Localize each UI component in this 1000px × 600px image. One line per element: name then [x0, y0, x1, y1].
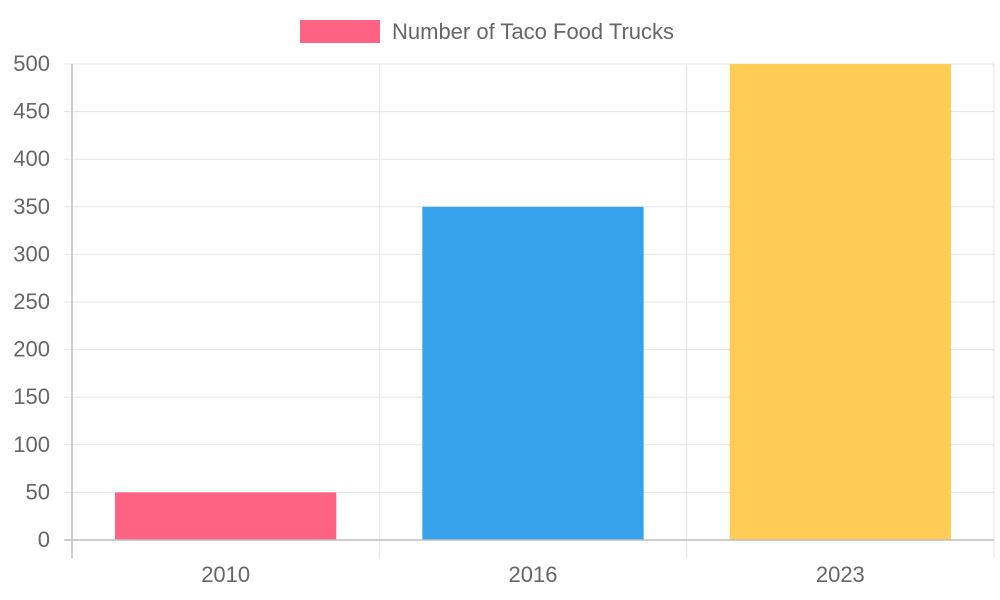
y-tick-label: 100 — [13, 432, 50, 457]
y-tick-label: 250 — [13, 289, 50, 314]
bars-layer — [115, 64, 951, 541]
y-tick-label: 500 — [13, 51, 50, 76]
axes-layer: 0 50 100 150 200 250 300 350 400 450 500 2010 2016 20… — [13, 51, 994, 587]
bar-2023[interactable] — [729, 64, 951, 540]
y-tick-label: 450 — [13, 99, 50, 124]
legend[interactable]: Number of Taco Food Trucks — [300, 19, 674, 44]
y-tick-label: 400 — [13, 146, 50, 171]
legend-swatch[interactable] — [300, 20, 380, 43]
legend-label[interactable]: Number of Taco Food Trucks — [392, 19, 674, 44]
y-tick-label: 50 — [26, 479, 50, 504]
x-tick-label: 2023 — [816, 562, 865, 587]
y-tick-label: 0 — [38, 527, 50, 552]
x-tick-label: 2010 — [201, 562, 250, 587]
x-tick-label: 2016 — [509, 562, 558, 587]
bar-2016[interactable] — [422, 206, 644, 541]
bar-2010[interactable] — [115, 492, 337, 540]
y-tick-label: 200 — [13, 337, 50, 362]
y-tick-label: 300 — [13, 241, 50, 266]
y-tick-label: 350 — [13, 194, 50, 219]
y-tick-label: 150 — [13, 384, 50, 409]
